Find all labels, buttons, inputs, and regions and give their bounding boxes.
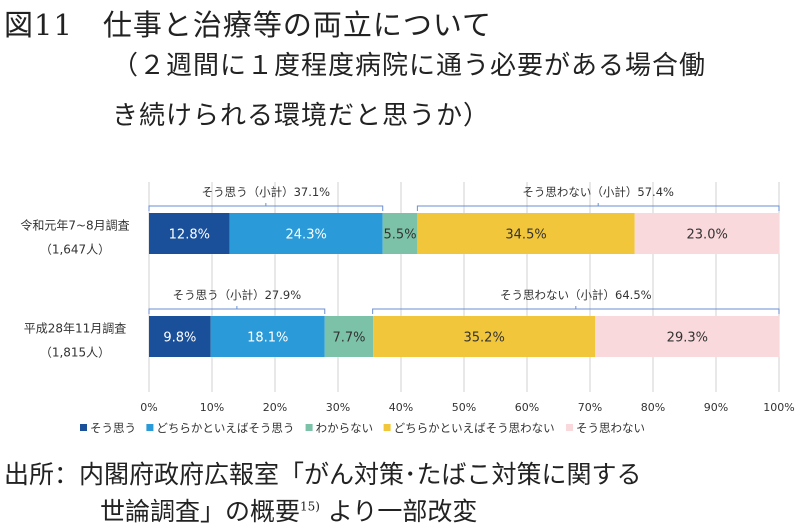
subtotal-value: 64.5% xyxy=(615,288,652,302)
data-label: 34.5% xyxy=(505,228,546,243)
category-label: 令和元年7~8月調査 xyxy=(20,218,129,233)
subtotal-label: そう思わない（小計） xyxy=(500,288,615,302)
subtotal-value: 57.4% xyxy=(637,185,674,199)
category-n-label: （1,647人） xyxy=(40,243,110,257)
bar-segment xyxy=(417,213,635,254)
legend-swatch xyxy=(146,424,154,431)
x-tick-label: 40% xyxy=(389,401,413,414)
category-n-label: （1,815人） xyxy=(40,346,110,360)
legend-label: どちらかといえばそう思わない xyxy=(394,421,555,435)
subtotal-value: 37.1% xyxy=(294,185,331,199)
legend-swatch xyxy=(80,424,87,431)
figure-title: 図11 仕事と治療等の両立について xyxy=(4,8,493,42)
legend-swatch xyxy=(305,424,313,431)
bar-segment xyxy=(149,213,230,254)
bar-segment xyxy=(149,316,211,357)
legend-swatch xyxy=(383,424,391,431)
bar-segment xyxy=(595,316,780,357)
data-label: 18.1% xyxy=(247,331,288,346)
source-text: 世論調査」の概要 xyxy=(100,497,301,526)
bar-segment xyxy=(634,213,780,254)
bar-segment xyxy=(324,316,374,357)
category-label: 平成28年11月調査 xyxy=(24,322,127,336)
stacked-bar-chart: 0% 10% 20% 30% 40% 50% 60% 70% 80% 90% 100% 令和元年7~8… xyxy=(20,182,795,435)
legend-label: そう思う xyxy=(90,421,136,435)
reference-number: 15) xyxy=(300,499,320,514)
x-tick-label: 50% xyxy=(452,401,476,414)
figure-subtitle-line1: （２週間に１度程度病院に通う必要がある場合働 xyxy=(112,51,707,81)
subtotal-label: そう思う（小計） xyxy=(202,185,294,199)
source-text-end: より一部改変 xyxy=(327,497,478,526)
data-label: 9.8% xyxy=(163,331,196,346)
legend-swatch xyxy=(566,424,573,431)
data-label: 24.3% xyxy=(286,228,327,243)
data-label: 5.5% xyxy=(384,228,417,243)
source-line2: 世論調査」の概要15) より一部改変 xyxy=(100,492,477,528)
x-tick-label: 80% xyxy=(641,401,665,414)
subtotal-annotation: そう思わない（小計）57.4% xyxy=(522,185,674,199)
data-label: 12.8% xyxy=(169,228,210,243)
x-tick-label: 0% xyxy=(140,401,157,414)
bracket xyxy=(416,203,780,211)
data-label: 7.7% xyxy=(333,331,366,346)
data-label: 29.3% xyxy=(667,331,708,346)
x-tick-label: 100% xyxy=(763,401,794,414)
subtotal-annotation: そう思う（小計）37.1% xyxy=(202,185,331,199)
x-tick-label: 20% xyxy=(263,401,287,414)
figure-subtitle-line2: き続けられる環境だと思うか） xyxy=(112,101,491,131)
bar-segment xyxy=(229,213,383,254)
bracket xyxy=(148,203,384,211)
subtotal-annotation: そう思わない（小計）64.5% xyxy=(500,288,652,302)
bar-segment xyxy=(210,316,325,357)
subtotal-label: そう思う（小計） xyxy=(173,288,265,302)
legend-label: そう思わない xyxy=(576,421,645,435)
x-tick-label: 30% xyxy=(326,401,350,414)
bracket xyxy=(148,306,326,314)
data-label: 35.2% xyxy=(464,331,505,346)
source-line1: 出所：内閣府政府広報室「がん対策･たばこ対策に関する xyxy=(4,460,642,489)
bracket xyxy=(372,306,780,314)
subtotal-value: 27.9% xyxy=(265,288,302,302)
subtotal-annotation: そう思う（小計）27.9% xyxy=(173,288,302,302)
x-tick-label: 60% xyxy=(515,401,539,414)
bar-segment xyxy=(373,316,596,357)
x-tick-label: 90% xyxy=(704,401,728,414)
data-label: 23.0% xyxy=(687,228,728,243)
legend-label: どちらかといえばそう思う xyxy=(156,421,294,435)
bar-segment xyxy=(382,213,418,254)
x-tick-label: 70% xyxy=(578,401,602,414)
x-tick-label: 10% xyxy=(200,401,224,414)
legend-label: わからない xyxy=(316,421,374,435)
subtotal-label: そう思わない（小計） xyxy=(522,185,637,199)
